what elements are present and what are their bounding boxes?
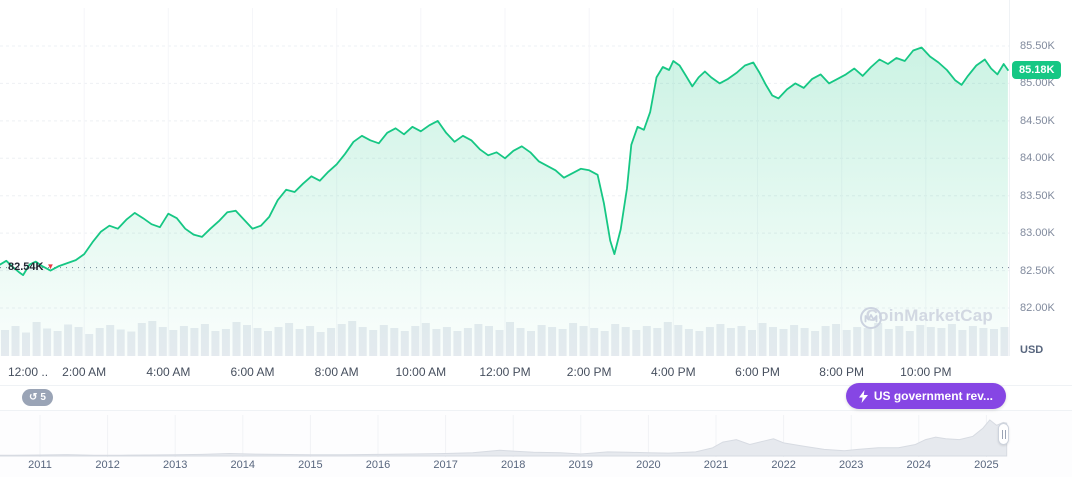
time-axis-label: 4:00 PM [650, 365, 696, 379]
current-price-badge: 85.18K [1012, 60, 1062, 79]
price-chart-canvas[interactable] [0, 0, 1010, 356]
y-axis-label: 84.00K [1020, 152, 1055, 165]
time-axis-label: 6:00 PM [735, 365, 780, 379]
y-axis-label: 83.00K [1020, 227, 1055, 240]
timeline-year-label: 2023 [838, 459, 864, 471]
watermark-text: CoinMarketCap [865, 306, 993, 325]
timeline-year-label: 2013 [162, 459, 188, 471]
time-axis-label: 2:00 PM [566, 365, 612, 379]
open-price-value: 82.54K [8, 260, 44, 273]
history-badge[interactable]: ↺ 5 [22, 389, 53, 406]
open-price-label: 82.54K ▼ [8, 261, 54, 273]
event-label: US government rev... [873, 389, 993, 403]
y-axis-label: 83.50K [1020, 189, 1055, 202]
timeline-year-label: 2017 [433, 459, 458, 471]
time-axis: 12:00 .. 2:00 AM 4:00 AM 6:00 AM 8:00 AM 10:0… [0, 356, 1072, 386]
y-axis-label: 82.50K [1020, 264, 1055, 277]
y-axis-label: 84.50K [1020, 114, 1055, 127]
time-axis-label: 10:00 AM [395, 365, 447, 379]
chart-row: 82.54K ▼ CoinMarketCap 85.50K 85.00K 84.50… [0, 0, 1072, 356]
event-tooltip[interactable]: US government rev... [845, 383, 1006, 409]
coinmarketcap-watermark: CoinMarketCap [859, 306, 993, 329]
timeline-year-label: 2024 [906, 459, 932, 471]
time-axis-label: 10:00 PM [900, 365, 952, 379]
time-axis-label: 8:00 PM [819, 365, 865, 379]
y-axis-label: 85.50K [1020, 40, 1055, 52]
timeline-year-label: 2018 [500, 459, 526, 471]
timeline-minichart[interactable] [0, 411, 1072, 457]
y-axis-label: 85.00K [1020, 77, 1055, 90]
timeline-year-label: 2025 [974, 459, 999, 471]
timeline-year-label: 2015 [298, 459, 323, 471]
history-count: 5 [40, 392, 46, 403]
timeline-year-label: 2011 [28, 459, 52, 471]
timeline-year-label: 2021 [703, 459, 729, 471]
timeline-year-label: 2014 [230, 459, 256, 471]
down-arrow-icon: ▼ [46, 261, 55, 271]
timeline-handle[interactable] [998, 423, 1009, 445]
timeline-year-label: 2016 [365, 459, 391, 471]
time-axis-label: 6:00 AM [230, 365, 275, 379]
time-axis-label: 12:00 .. [8, 365, 49, 379]
time-axis-label: 4:00 AM [146, 365, 191, 379]
time-axis-label: 2:00 AM [62, 365, 107, 379]
price-axis: 85.50K 85.00K 84.50K 84.00K 83.50K 83.00K 82.5… [1010, 0, 1072, 356]
history-clock-icon: ↺ [29, 391, 38, 403]
y-axis-label: 82.00K [1020, 302, 1055, 314]
timeline-year-label: 2019 [568, 459, 594, 471]
currency-label: USD [1020, 344, 1044, 356]
time-axis-label: 8:00 AM [314, 365, 359, 379]
timeline-year-label: 2012 [95, 459, 120, 471]
price-chart[interactable]: 82.54K ▼ CoinMarketCap [0, 0, 1010, 356]
timeline-scrubber[interactable]: 2011 2012 2013 2014 2015 2016 2017 2018 2019 2020… [0, 410, 1072, 477]
lightning-bolt-icon [858, 389, 868, 403]
timeline-year-label: 2020 [636, 459, 661, 471]
time-axis-label: 12:00 PM [479, 365, 531, 379]
timeline-year-label: 2022 [771, 459, 796, 471]
